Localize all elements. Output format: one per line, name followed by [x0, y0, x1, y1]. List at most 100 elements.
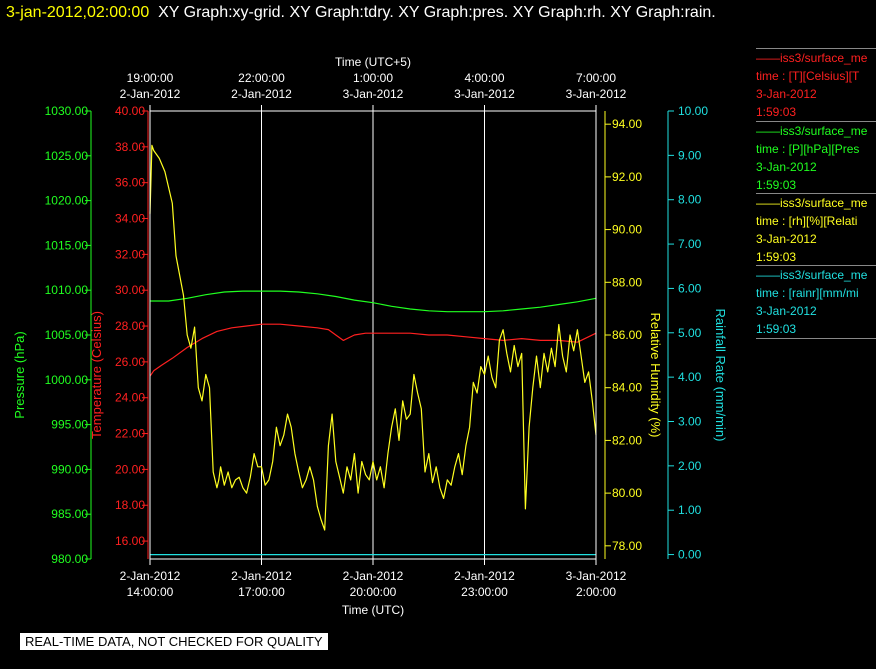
x-tick-label-top-date: 2-Jan-2012: [120, 87, 181, 101]
x-tick-label-top-time: 19:00:00: [127, 71, 174, 85]
y-tick-label-pressure: 995.00: [51, 418, 88, 432]
y-tick-label-rain: 9.00: [678, 148, 702, 162]
x-tick-label-top-time: 4:00:00: [464, 71, 504, 85]
legend-time: 1:59:03: [756, 105, 797, 119]
legend-entry-pressure: ——iss3/surface_me time : [P][hPa][Pres 3…: [756, 121, 876, 194]
y-tick-label-temperature: 36.00: [115, 176, 145, 190]
y-tick-label-humidity: 92.00: [612, 170, 642, 184]
legend-entry-rainfall: ——iss3/surface_me time : [rainr][mm/mi 3…: [756, 265, 876, 339]
y-tick-label-temperature: 24.00: [115, 391, 145, 405]
x-tick-label-date: 2-Jan-2012: [231, 569, 292, 583]
series-line-temperature: [149, 323, 597, 377]
y-tick-label-temperature: 22.00: [115, 427, 145, 441]
legend-entry-temperature: ——iss3/surface_me time : [T][Celsius][T …: [756, 48, 876, 121]
x-tick-label-time: 20:00:00: [350, 585, 397, 599]
y-tick-label-temperature: 28.00: [115, 319, 145, 333]
y-tick-label-temperature: 32.00: [115, 247, 145, 261]
y-tick-label-humidity: 90.00: [612, 223, 642, 237]
y-tick-label-humidity: 78.00: [612, 539, 642, 553]
x-tick-label-date: 2-Jan-2012: [454, 569, 515, 583]
y-tick-label-humidity: 94.00: [612, 117, 642, 131]
legend-series-name: ——iss3/surface_me: [756, 196, 868, 210]
y-tick-label-temperature: 40.00: [115, 104, 145, 118]
plot-frame: [149, 110, 597, 560]
y-tick-label-rain: 1.00: [678, 503, 702, 517]
y-tick-label-temperature: 20.00: [115, 462, 145, 476]
x-tick-label-top-date: 3-Jan-2012: [566, 87, 627, 101]
y-tick-label-temperature: 18.00: [115, 498, 145, 512]
y-tick-label-temperature: 34.00: [115, 212, 145, 226]
legend-date: 3-Jan-2012: [756, 160, 817, 174]
x-tick-label-top-time: 22:00:00: [238, 71, 285, 85]
y-tick-label-temperature: 38.00: [115, 140, 145, 154]
y-tick-label-pressure: 1020.00: [45, 194, 89, 208]
y-tick-label-pressure: 1030.00: [45, 104, 89, 118]
y-axis-title-pressure: Pressure (hPa): [12, 331, 27, 418]
legend-date: 3-Jan-2012: [756, 232, 817, 246]
y-tick-label-pressure: 990.00: [51, 462, 88, 476]
y-tick-label-pressure: 985.00: [51, 507, 88, 521]
y-tick-label-temperature: 16.00: [115, 534, 145, 548]
y-tick-label-rain: 10.00: [678, 104, 708, 118]
y-axis-title-temperature: Temperature (Celsius): [89, 311, 104, 439]
legend-series-name: ——iss3/surface_me: [756, 268, 868, 282]
y-tick-label-pressure: 980.00: [51, 552, 88, 566]
legend-time: 1:59:03: [756, 178, 797, 192]
legend-variable: time : [rainr][mm/mi: [756, 286, 859, 300]
y-tick-label-temperature: 30.00: [115, 283, 145, 297]
x-tick-label-top-date: 2-Jan-2012: [231, 87, 292, 101]
y-tick-label-pressure: 1025.00: [45, 149, 89, 163]
top-axis-title: Time (UTC+5): [335, 55, 411, 69]
x-tick-label-top-time: 1:00:00: [353, 71, 393, 85]
y-tick-label-rain: 5.00: [678, 326, 702, 340]
y-tick-label-pressure: 1010.00: [45, 283, 89, 297]
x-tick-label-time: 14:00:00: [127, 585, 174, 599]
grid: [261, 111, 485, 559]
legend-variable: time : [T][Celsius][T: [756, 69, 860, 83]
y-tick-label-rain: 7.00: [678, 237, 702, 251]
legend-date: 3-Jan-2012: [756, 304, 817, 318]
series-lines: [149, 144, 597, 556]
legend-time: 1:59:03: [756, 250, 797, 264]
x-tick-label-time: 2:00:00: [576, 585, 616, 599]
bottom-time-axis: 2-Jan-2012 14:00:00 2-Jan-2012 17:00:00 2-Ja…: [120, 559, 627, 617]
title-bar: 3-jan-2012,02:00:00 XY Graph:xy-grid. XY…: [6, 4, 716, 22]
x-tick-label-time: 23:00:00: [461, 585, 508, 599]
y-tick-label-rain: 3.00: [678, 414, 702, 428]
title-graph-list: XY Graph:xy-grid. XY Graph:tdry. XY Grap…: [158, 4, 716, 21]
legend-entry-humidity: ——iss3/surface_me time : [rh][%][Relati …: [756, 193, 876, 266]
y-tick-label-rain: 2.00: [678, 459, 702, 473]
y-tick-label-rain: 8.00: [678, 193, 702, 207]
x-tick-label-date: 2-Jan-2012: [343, 569, 404, 583]
bottom-axis-title: Time (UTC): [342, 603, 404, 617]
title-date: 3-jan-2012,02:00:00: [6, 4, 150, 21]
y-tick-label-humidity: 84.00: [612, 381, 642, 395]
legend-variable: time : [P][hPa][Pres: [756, 142, 860, 156]
legend-date: 3-Jan-2012: [756, 87, 817, 101]
y-tick-label-rain: 0.00: [678, 548, 702, 562]
y-tick-label-rain: 6.00: [678, 281, 702, 295]
x-tick-label-date: 2-Jan-2012: [120, 569, 181, 583]
legend-series-name: ——iss3/surface_me: [756, 124, 868, 138]
x-tick-label-top-date: 3-Jan-2012: [343, 87, 404, 101]
x-tick-label-top-date: 3-Jan-2012: [454, 87, 515, 101]
quality-disclaimer: REAL-TIME DATA, NOT CHECKED FOR QUALITY: [20, 633, 328, 650]
series-line-pressure: [150, 290, 597, 313]
y-tick-label-temperature: 26.00: [115, 355, 145, 369]
x-tick-label-time: 17:00:00: [238, 585, 285, 599]
y-tick-label-pressure: 1000.00: [45, 373, 89, 387]
series-line-humidity: [149, 144, 597, 531]
x-tick-label-top-time: 7:00:00: [576, 71, 616, 85]
y-tick-label-rain: 4.00: [678, 370, 702, 384]
y-tick-label-humidity: 80.00: [612, 486, 642, 500]
y-tick-label-humidity: 86.00: [612, 328, 642, 342]
y-axis-title-humidity: Relative Humidity (%): [648, 313, 663, 438]
x-tick-label-date: 3-Jan-2012: [566, 569, 627, 583]
y-tick-label-pressure: 1015.00: [45, 238, 89, 252]
top-time-axis: 19:00:00 2-Jan-2012 22:00:00 2-Jan-2012 1:00…: [120, 55, 627, 111]
legend-variable: time : [rh][%][Relati: [756, 214, 858, 228]
y-axes: 980.00 985.00 990.00 995.00 1000.00 1005.00 10…: [12, 104, 728, 566]
legend-time: 1:59:03: [756, 322, 797, 336]
y-tick-label-humidity: 82.00: [612, 433, 642, 447]
